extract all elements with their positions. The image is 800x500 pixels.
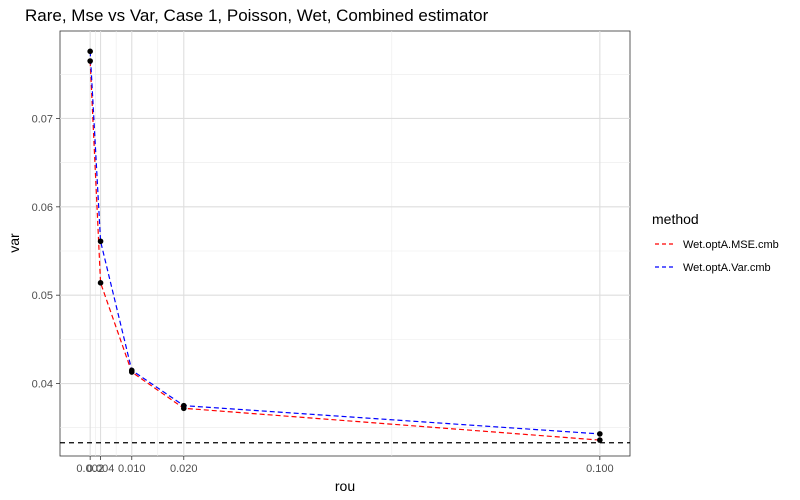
grid <box>60 31 630 456</box>
y-tick-label-0: 0.04 <box>32 379 53 391</box>
y-axis-title: var <box>6 233 22 253</box>
series-1-point-0 <box>87 48 93 55</box>
legend-label-0: Wet.optA.MSE.cmb <box>683 239 779 251</box>
chart-title: Rare, Mse vs Var, Case 1, Poisson, Wet, … <box>25 6 489 25</box>
x-tick-label-4: 0.100 <box>586 463 614 475</box>
legend: method Wet.optA.MSE.cmb Wet.optA.Var.cmb <box>652 211 779 274</box>
x-tick-label-2: 0.010 <box>118 463 146 475</box>
series-0-point-4 <box>597 437 603 443</box>
legend-title: method <box>652 211 699 227</box>
series-1-point-4 <box>597 431 603 437</box>
y-axis: 0.04 0.05 0.06 0.07 <box>32 113 60 391</box>
y-tick-label-2: 0.06 <box>32 202 53 214</box>
series-1-point-3 <box>180 402 187 409</box>
plot-panel <box>59 30 631 457</box>
series-1-point-1 <box>97 238 104 245</box>
legend-label-1: Wet.optA.Var.cmb <box>683 262 771 274</box>
x-tick-label-0: 0.002 <box>76 463 104 475</box>
y-tick-label-3: 0.07 <box>32 113 53 125</box>
y-tick-label-1: 0.05 <box>32 290 53 302</box>
x-axis-title: rou <box>335 478 355 494</box>
x-tick-label-1: 0.004 <box>87 463 115 475</box>
points-layer <box>87 48 603 443</box>
series-0-point-0 <box>87 58 93 64</box>
series-1-point-2 <box>128 367 135 374</box>
x-tick-label-3: 0.020 <box>170 463 198 475</box>
series-0-point-1 <box>97 280 104 286</box>
